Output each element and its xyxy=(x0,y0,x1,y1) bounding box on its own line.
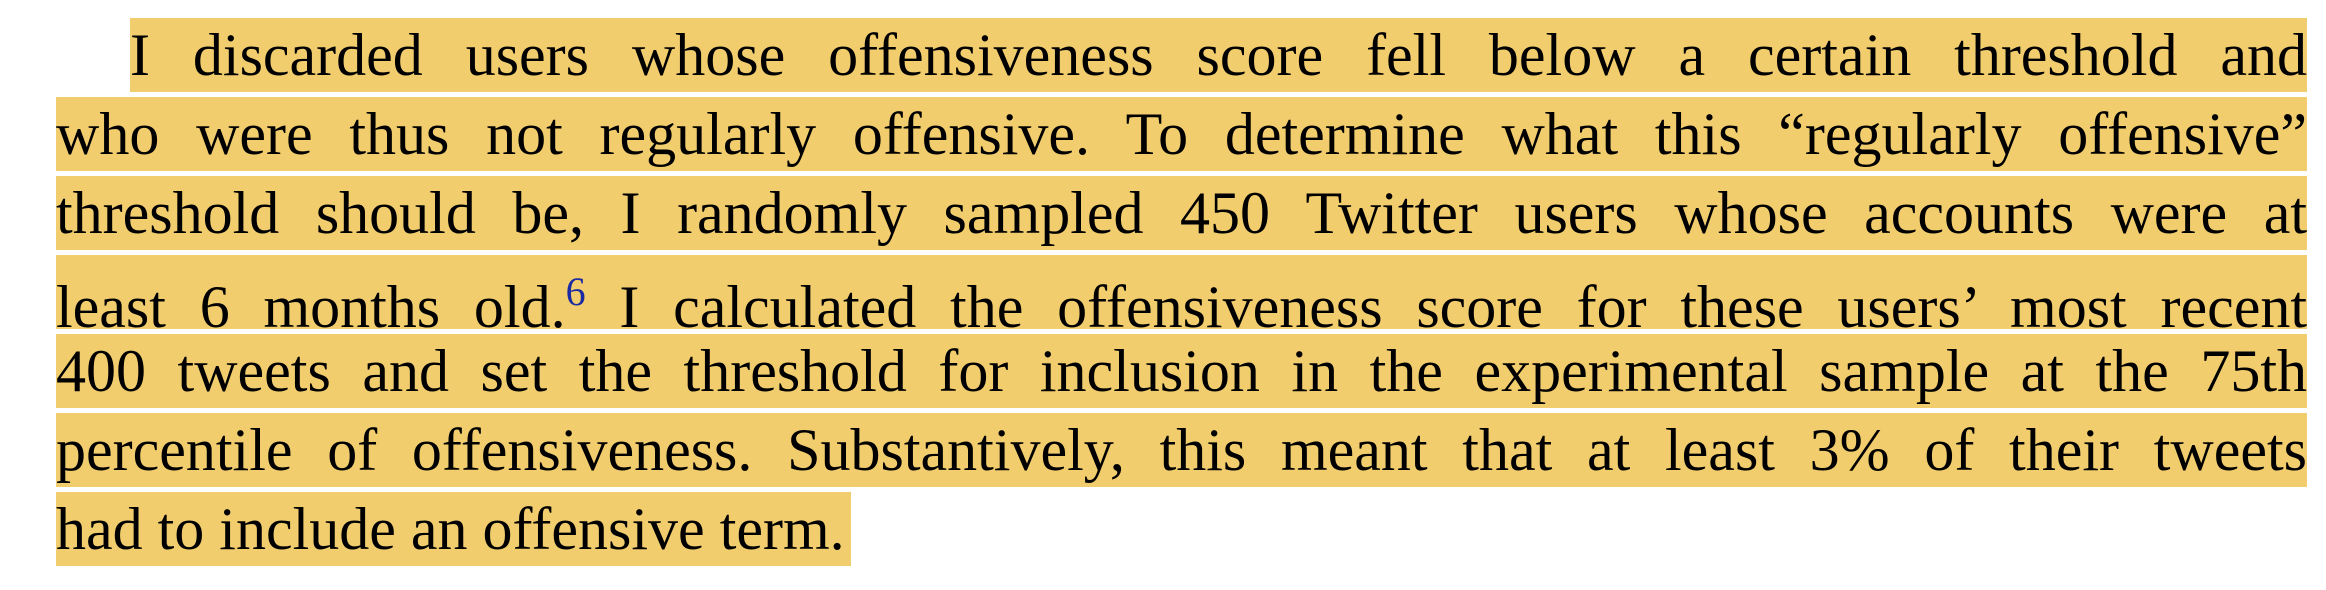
footnote-ref[interactable]: 6 xyxy=(565,269,586,314)
paragraph: I discarded users whose offensiveness sc… xyxy=(56,18,2307,576)
text: I discarded users whose offensiveness sc… xyxy=(130,22,2307,88)
text: threshold should be, I randomly sampled … xyxy=(56,180,2307,246)
text: percentile of offensiveness. Substantive… xyxy=(56,417,2307,483)
text-line: least 6 months old.6 I calculated the of… xyxy=(56,255,2307,329)
text-line: 400 tweets and set the threshold for inc… xyxy=(56,334,2307,408)
text: who were thus not regularly offensive. T… xyxy=(56,101,2307,167)
text: 400 tweets and set the threshold for inc… xyxy=(56,338,2307,404)
text: least 6 months old. xyxy=(56,274,566,329)
text: I calculated the offensiveness score for… xyxy=(619,274,2307,329)
text-line: I discarded users whose offensiveness sc… xyxy=(130,18,2307,92)
text-line: threshold should be, I randomly sampled … xyxy=(56,176,2307,250)
text-line: had to include an offensive term. xyxy=(56,492,851,566)
text: had to include an offensive term. xyxy=(56,496,845,562)
text-line: who were thus not regularly offensive. T… xyxy=(56,97,2307,171)
text-line: percentile of offensiveness. Substantive… xyxy=(56,413,2307,487)
